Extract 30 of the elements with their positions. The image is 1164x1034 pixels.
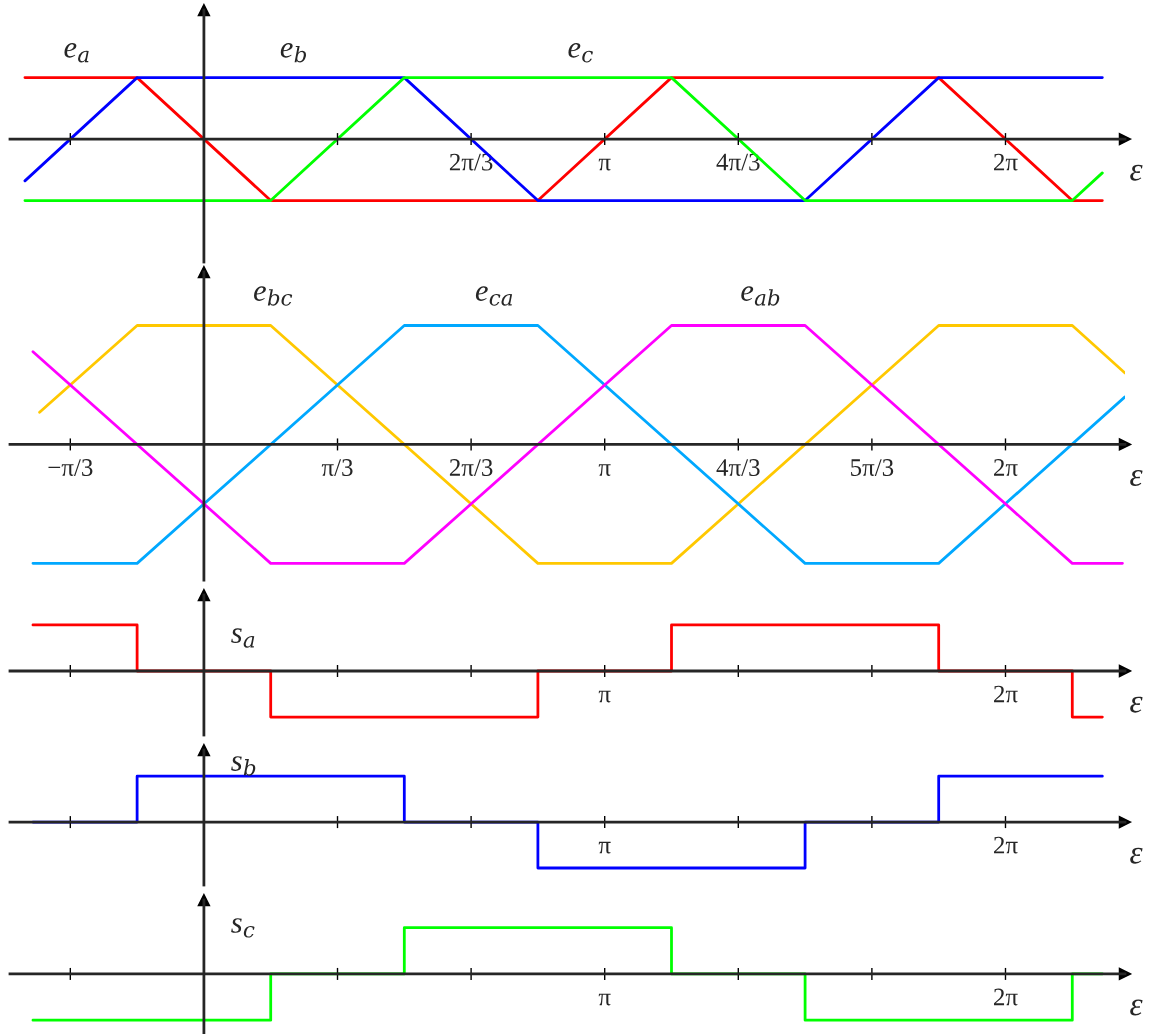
x-axis-title: ε bbox=[1130, 164, 1143, 181]
x-tick-label: π bbox=[598, 464, 611, 476]
series-label: s$_{b}$ bbox=[231, 756, 256, 776]
x-tick-label: π bbox=[598, 993, 611, 1006]
x-tick-label: 2π bbox=[994, 685, 1018, 703]
x-tick-label: 2π bbox=[994, 153, 1018, 171]
series-label: e$_{a}$ bbox=[64, 43, 89, 63]
x-tick-label: 4π/3 bbox=[716, 459, 760, 476]
x-axis-title: ε bbox=[1130, 696, 1143, 713]
x-tick-label: −π/3 bbox=[48, 459, 93, 476]
series-label: s$_{c}$ bbox=[231, 918, 255, 938]
x-tick-label: 2π bbox=[994, 836, 1018, 854]
x-axis-title: ε bbox=[1130, 847, 1143, 864]
x-tick-label: 2π/3 bbox=[449, 459, 493, 476]
x-axis-title: ε bbox=[1130, 470, 1143, 487]
x-tick-label: 5π/3 bbox=[851, 459, 894, 476]
x-tick-label: π bbox=[598, 841, 611, 854]
series-label: e$_{ca}$ bbox=[475, 286, 513, 306]
x-tick-label: 2π/3 bbox=[449, 153, 493, 171]
x-tick-label: π/3 bbox=[321, 459, 353, 476]
x-tick-label: π bbox=[598, 690, 611, 703]
series-label: e$_{bc}$ bbox=[254, 286, 293, 306]
series-label: s$_{a}$ bbox=[231, 628, 255, 648]
x-axis-title: ε bbox=[1130, 999, 1143, 1016]
x-tick-label: 2π bbox=[994, 459, 1018, 476]
x-tick-label: 2π bbox=[994, 988, 1018, 1006]
series-label: e$_{b}$ bbox=[280, 43, 306, 63]
series-label: e$_{ab}$ bbox=[741, 286, 780, 306]
x-tick-label: π bbox=[598, 158, 611, 171]
series-label: e$_{c}$ bbox=[568, 43, 593, 63]
